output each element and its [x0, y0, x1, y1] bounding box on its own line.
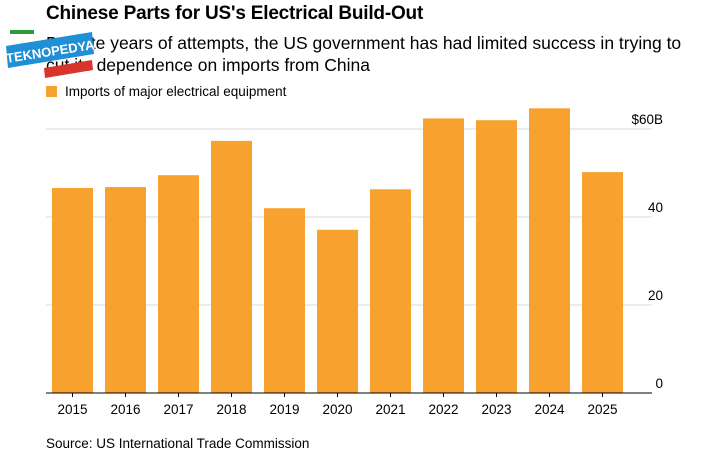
- bar-2022: [423, 118, 464, 393]
- x-tick-label: 2019: [269, 402, 299, 417]
- watermark-logo: TEKNOPEDYA: [5, 30, 96, 78]
- x-tick-label: 2022: [428, 402, 458, 417]
- bar-2020: [317, 229, 358, 393]
- bar-2023: [476, 120, 517, 393]
- x-tick-label: 2015: [57, 402, 87, 417]
- bar-2016: [105, 187, 146, 393]
- x-tick-label: 2016: [110, 402, 140, 417]
- x-tick-label: 2025: [587, 402, 617, 417]
- bar-2019: [264, 208, 305, 393]
- bar-2018: [211, 140, 252, 393]
- x-tick-label: 2020: [322, 402, 352, 417]
- x-tick-label: 2021: [375, 402, 405, 417]
- bar-2017: [158, 175, 199, 393]
- y-tick-label: 20: [648, 288, 663, 303]
- legend-label: Imports of major electrical equipment: [65, 84, 287, 99]
- x-tick-label: 2018: [216, 402, 246, 417]
- y-tick-label: $60B: [631, 112, 663, 127]
- source-note: Source: US International Trade Commissio…: [46, 436, 310, 451]
- x-tick-label: 2017: [163, 402, 193, 417]
- bar-2021: [370, 189, 411, 393]
- x-tick-label: 2023: [481, 402, 511, 417]
- y-tick-label: 0: [655, 376, 663, 391]
- bar-2015: [52, 187, 93, 393]
- y-tick-label: 40: [648, 200, 663, 215]
- legend: Imports of major electrical equipment: [46, 84, 286, 99]
- chart-subtitle: Despite years of attempts, the US govern…: [46, 33, 682, 75]
- bar-2025: [582, 172, 623, 393]
- legend-swatch: [46, 86, 57, 97]
- chart-title: Chinese Parts for US's Electrical Build-…: [46, 3, 424, 24]
- x-tick-label: 2024: [534, 402, 565, 417]
- bar-2024: [529, 108, 570, 393]
